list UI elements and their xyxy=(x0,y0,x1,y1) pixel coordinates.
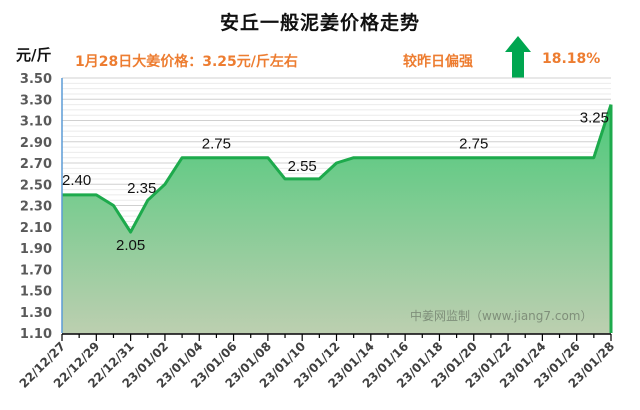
svg-text:3.25: 3.25 xyxy=(580,110,609,127)
arrow-up-icon xyxy=(505,36,531,78)
svg-text:2.70: 2.70 xyxy=(20,157,52,172)
price-line xyxy=(62,104,613,234)
chart-title: 安丘一般泥姜价格走势 xyxy=(219,12,420,34)
data-labels: 2.40 2.05 2.35 2.75 2.55 2.75 3.25 xyxy=(62,110,609,255)
svg-text:2.40: 2.40 xyxy=(62,172,91,189)
svg-text:1.70: 1.70 xyxy=(20,263,52,278)
svg-text:2.75: 2.75 xyxy=(459,136,488,153)
svg-text:3.10: 3.10 xyxy=(20,115,52,130)
svg-text:2.75: 2.75 xyxy=(202,136,231,153)
svg-text:1.30: 1.30 xyxy=(20,306,52,321)
svg-text:2.90: 2.90 xyxy=(20,136,52,151)
svg-text:2.30: 2.30 xyxy=(20,200,52,215)
compare-label: 较昨日偏强 xyxy=(403,54,473,70)
y-axis-ticks: 3.50 3.30 3.10 2.90 2.70 2.50 2.30 2.10 1.90 1.70… xyxy=(20,72,52,342)
svg-text:2.50: 2.50 xyxy=(20,178,52,193)
svg-text:3.50: 3.50 xyxy=(20,72,52,87)
svg-text:2.35: 2.35 xyxy=(127,180,156,197)
svg-text:2.10: 2.10 xyxy=(20,221,52,236)
change-percent: 18.18% xyxy=(542,51,601,67)
y-axis-unit-label: 元/斤 xyxy=(16,46,52,64)
svg-text:3.30: 3.30 xyxy=(20,93,52,108)
svg-text:1.10: 1.10 xyxy=(20,327,52,342)
watermark: 中姜网监制（www.jiang7.com） xyxy=(410,308,592,323)
svg-text:2.05: 2.05 xyxy=(116,237,145,254)
svg-text:1.90: 1.90 xyxy=(20,242,52,257)
x-axis-ticks: 22/12/2722/12/2922/12/3123/01/0223/01/04… xyxy=(17,334,617,391)
price-note: 1月28日大姜价格：3.25元/斤左右 xyxy=(75,54,298,70)
svg-text:2.55: 2.55 xyxy=(288,158,317,175)
area-fill xyxy=(62,104,611,333)
svg-text:1.50: 1.50 xyxy=(20,285,52,300)
